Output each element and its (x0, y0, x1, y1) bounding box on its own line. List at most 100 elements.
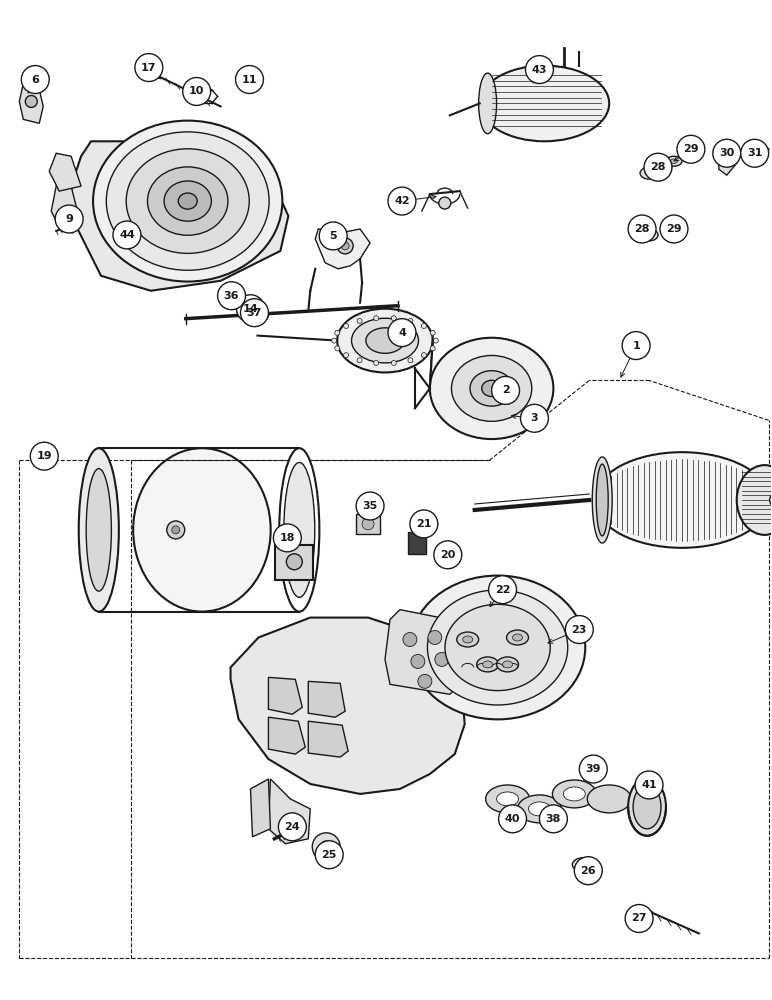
Ellipse shape (572, 858, 594, 872)
Circle shape (335, 346, 340, 351)
Circle shape (357, 318, 362, 323)
Ellipse shape (457, 632, 479, 647)
Circle shape (526, 56, 554, 84)
Ellipse shape (633, 785, 661, 829)
Ellipse shape (476, 657, 499, 672)
Text: 43: 43 (532, 65, 547, 75)
Circle shape (167, 521, 185, 539)
Circle shape (312, 833, 340, 861)
Circle shape (492, 376, 520, 404)
Circle shape (435, 652, 449, 666)
Ellipse shape (482, 380, 502, 397)
Ellipse shape (224, 297, 245, 309)
Ellipse shape (479, 66, 609, 141)
Ellipse shape (351, 318, 418, 363)
Text: 19: 19 (36, 451, 52, 461)
Circle shape (430, 330, 435, 335)
Text: 29: 29 (666, 224, 682, 234)
Ellipse shape (670, 221, 678, 225)
Circle shape (713, 139, 740, 167)
Polygon shape (308, 681, 345, 717)
Circle shape (362, 518, 374, 530)
Bar (276, 545, 313, 580)
Ellipse shape (670, 159, 678, 163)
Polygon shape (269, 677, 303, 714)
Ellipse shape (496, 792, 519, 806)
Ellipse shape (666, 218, 682, 228)
Ellipse shape (430, 338, 554, 439)
Circle shape (625, 905, 653, 932)
Ellipse shape (640, 167, 658, 179)
Polygon shape (385, 610, 469, 694)
Text: 26: 26 (581, 866, 596, 876)
Text: 24: 24 (285, 822, 300, 832)
Circle shape (344, 323, 349, 328)
Circle shape (388, 319, 416, 347)
Circle shape (740, 139, 769, 167)
Circle shape (520, 404, 548, 432)
Polygon shape (51, 186, 81, 231)
Ellipse shape (486, 785, 530, 813)
Circle shape (55, 205, 83, 233)
Circle shape (408, 318, 413, 323)
Polygon shape (71, 141, 289, 291)
Ellipse shape (564, 787, 585, 801)
Ellipse shape (529, 802, 550, 816)
Ellipse shape (594, 452, 770, 548)
Text: 36: 36 (224, 291, 239, 301)
Circle shape (434, 541, 462, 569)
Bar (356, 514, 380, 534)
Ellipse shape (513, 634, 523, 641)
Circle shape (422, 323, 426, 328)
Polygon shape (269, 717, 305, 754)
Circle shape (320, 841, 332, 853)
Circle shape (235, 66, 263, 93)
Polygon shape (269, 779, 310, 844)
Ellipse shape (462, 636, 472, 643)
Circle shape (677, 135, 705, 163)
Ellipse shape (164, 181, 212, 221)
Ellipse shape (249, 310, 269, 321)
Text: 37: 37 (247, 308, 262, 318)
Ellipse shape (79, 448, 119, 612)
Circle shape (565, 616, 593, 643)
Circle shape (418, 674, 432, 688)
Circle shape (315, 841, 344, 869)
Circle shape (422, 353, 426, 358)
Text: 35: 35 (362, 501, 378, 511)
Circle shape (660, 215, 688, 243)
Text: 17: 17 (141, 63, 157, 73)
Text: 28: 28 (635, 224, 650, 234)
Text: 5: 5 (330, 231, 337, 241)
Text: 9: 9 (65, 214, 73, 224)
Text: 14: 14 (242, 304, 259, 314)
Circle shape (332, 338, 337, 343)
Ellipse shape (496, 657, 519, 672)
Text: 3: 3 (530, 413, 538, 423)
Circle shape (388, 187, 416, 215)
Ellipse shape (410, 576, 585, 719)
Ellipse shape (578, 862, 588, 868)
Text: 20: 20 (440, 550, 455, 560)
Ellipse shape (553, 780, 596, 808)
Text: 22: 22 (495, 585, 510, 595)
Ellipse shape (107, 132, 269, 270)
Circle shape (438, 197, 451, 209)
Ellipse shape (445, 604, 550, 691)
Ellipse shape (517, 795, 561, 823)
Circle shape (30, 442, 58, 470)
Ellipse shape (470, 371, 513, 406)
Text: 44: 44 (119, 230, 135, 240)
Text: 11: 11 (242, 75, 257, 85)
Circle shape (356, 492, 384, 520)
Ellipse shape (178, 193, 197, 209)
Ellipse shape (86, 469, 111, 591)
Ellipse shape (736, 465, 772, 535)
Ellipse shape (133, 448, 271, 612)
Polygon shape (250, 779, 270, 837)
Ellipse shape (596, 464, 608, 536)
Ellipse shape (628, 778, 666, 836)
Circle shape (622, 332, 650, 360)
Circle shape (410, 510, 438, 538)
Circle shape (113, 221, 141, 249)
